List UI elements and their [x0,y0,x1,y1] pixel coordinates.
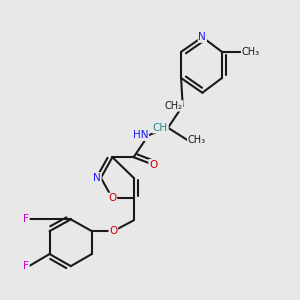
Text: CH: CH [153,123,168,133]
Text: F: F [23,214,29,224]
Text: N: N [93,173,101,183]
Text: N: N [199,32,206,42]
Text: O: O [149,160,158,170]
Text: O: O [109,226,118,236]
Text: CH₂: CH₂ [165,101,183,111]
Text: O: O [108,194,116,203]
Text: HN: HN [133,130,148,140]
Text: CH₃: CH₃ [188,135,206,145]
Text: CH₃: CH₃ [242,47,260,57]
Text: F: F [23,261,29,271]
